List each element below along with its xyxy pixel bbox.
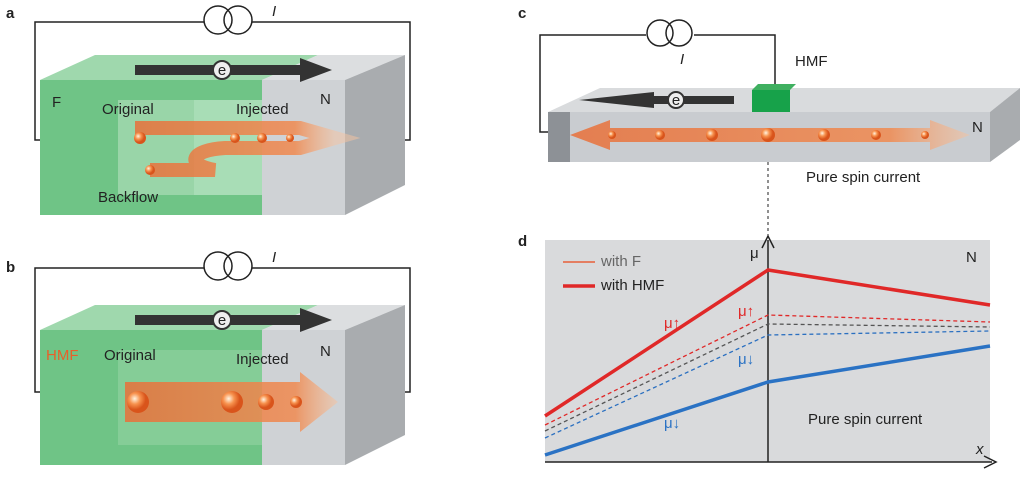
original-label: Original bbox=[102, 101, 154, 118]
panel-label: a bbox=[6, 5, 15, 22]
caption: Pure spin current bbox=[808, 411, 923, 428]
curve-label: μ↓ bbox=[738, 351, 754, 368]
layer-label: N bbox=[320, 91, 331, 108]
curve-label: μ↑ bbox=[664, 315, 680, 332]
layer-label: N bbox=[320, 343, 331, 360]
curve-label: μ↓ bbox=[664, 415, 680, 432]
current-label: I bbox=[272, 249, 276, 266]
y-axis-label: μ bbox=[750, 245, 759, 262]
current-label: I bbox=[272, 3, 276, 20]
caption: Pure spin current bbox=[806, 169, 921, 186]
current-label: I bbox=[680, 51, 684, 68]
x-axis-label: x bbox=[975, 441, 984, 458]
panel-label: c bbox=[518, 5, 526, 22]
panel-c: c I HMF e N Pure spin current bbox=[518, 5, 1020, 236]
layer-label: HMF bbox=[46, 347, 79, 364]
electron-label: e bbox=[218, 312, 226, 329]
box-side bbox=[345, 55, 405, 215]
curve-label: μ↑ bbox=[738, 303, 754, 320]
hmf-label: HMF bbox=[795, 53, 828, 70]
injected-label: Injected bbox=[236, 351, 289, 368]
box-side bbox=[345, 305, 405, 465]
figure: a I e F Original Injected N Backflow b I… bbox=[0, 0, 1025, 472]
panel-d: d with F with HMF μ N μ↑ μ↑ μ↓ μ↓ Pure s… bbox=[518, 233, 996, 468]
original-label: Original bbox=[104, 347, 156, 364]
legend-label: with F bbox=[600, 253, 641, 270]
panel-b: b I e HMF Original Injected N bbox=[6, 249, 410, 465]
layer-label: N bbox=[972, 119, 983, 136]
panel-label: b bbox=[6, 259, 15, 276]
electron-label: e bbox=[672, 92, 680, 109]
hmf-top bbox=[752, 84, 796, 90]
injected-label: Injected bbox=[236, 101, 289, 118]
layer-label: N bbox=[966, 249, 977, 266]
hmf-block bbox=[752, 90, 790, 112]
panel-label: d bbox=[518, 233, 527, 250]
panel-a: a I e F Original Injected N Backflow bbox=[6, 3, 410, 215]
layer-label: F bbox=[52, 94, 61, 111]
electron-label: e bbox=[218, 62, 226, 79]
backflow-label: Backflow bbox=[98, 189, 158, 206]
legend-label: with HMF bbox=[600, 277, 664, 294]
bar-end bbox=[548, 112, 570, 162]
